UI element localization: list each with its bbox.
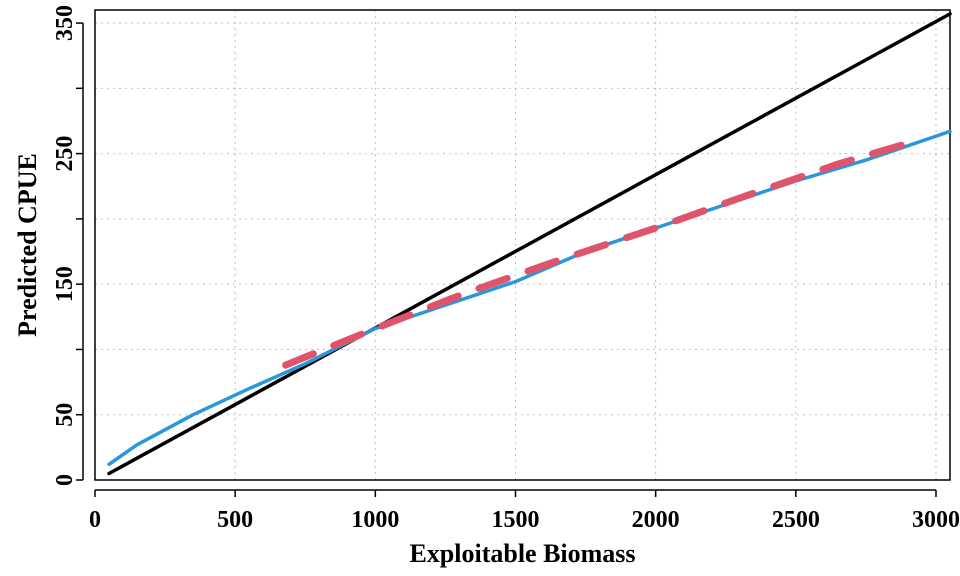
y-tick-label: 150 bbox=[52, 266, 78, 302]
plot-frame bbox=[94, 9, 951, 481]
x-tick-label: 3000 bbox=[912, 507, 960, 533]
x-tick-label: 500 bbox=[217, 507, 253, 533]
y-tick-label: 350 bbox=[52, 5, 78, 41]
grid bbox=[94, 10, 950, 481]
y-tick-label: 250 bbox=[52, 136, 78, 172]
dashed-series-line bbox=[282, 139, 912, 369]
y-axis-title: Predicted CPUE bbox=[13, 153, 42, 337]
x-axis-title: Exploitable Biomass bbox=[409, 539, 635, 568]
x-tick-label: 1500 bbox=[491, 507, 539, 533]
x-tick-label: 1000 bbox=[351, 507, 399, 533]
y-axis: 0 50 150 250 350 bbox=[52, 5, 84, 486]
x-tick-label: 0 bbox=[89, 507, 101, 533]
y-tick-label: 50 bbox=[52, 403, 78, 427]
x-axis: 0 500 1000 1500 2000 2500 3000 bbox=[89, 489, 960, 533]
x-tick-label: 2500 bbox=[772, 507, 820, 533]
series-layer bbox=[107, 12, 952, 476]
y-tick-label: 0 bbox=[52, 474, 78, 486]
x-tick-label: 2000 bbox=[632, 507, 680, 533]
power-series-line bbox=[107, 129, 952, 467]
linear-series-line bbox=[107, 12, 952, 476]
